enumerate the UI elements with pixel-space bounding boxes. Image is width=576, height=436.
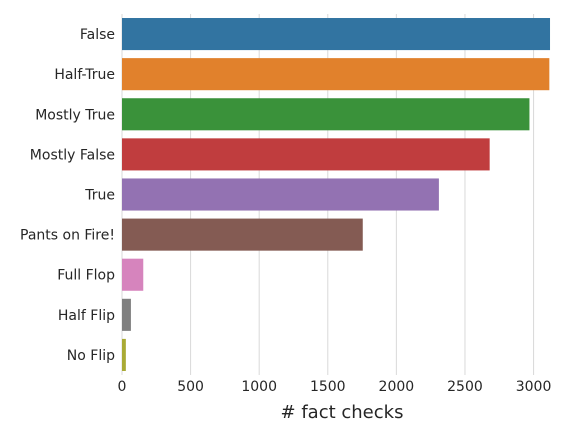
x-tick-label: 500	[177, 379, 204, 395]
y-tick-label: Full Flop	[57, 268, 115, 284]
x-tick-label: 3000	[516, 379, 552, 395]
bar-half-true	[122, 58, 550, 91]
y-tick-label: Mostly False	[30, 147, 115, 163]
y-tick-label: Half Flip	[58, 308, 115, 324]
x-tick-label: 2500	[447, 379, 483, 395]
x-tick-label: 0	[118, 379, 127, 395]
y-tick-label: Pants on Fire!	[20, 228, 115, 244]
y-tick-label: True	[84, 188, 115, 204]
y-tick-label: False	[80, 27, 115, 43]
bar-no-flip	[122, 338, 126, 371]
y-tick-label: No Flip	[67, 348, 115, 364]
y-tick-label: Mostly True	[35, 107, 115, 123]
bar-full-flop	[122, 258, 144, 291]
bar-mostly-false	[122, 138, 490, 171]
x-tick-label: 1500	[310, 379, 346, 395]
x-tick-label: 2000	[379, 379, 415, 395]
bar-true	[122, 178, 439, 211]
bar-false	[122, 18, 551, 51]
y-tick-labels: False Half-True Mostly True Mostly False Tru…	[20, 27, 115, 364]
bar-half-flip	[122, 298, 131, 331]
bar-mostly-true	[122, 98, 530, 131]
x-tick-labels: 0 500 1000 1500 2000 2500 3000	[118, 379, 552, 395]
x-axis-label: # fact checks	[281, 402, 404, 423]
bar-layer	[122, 18, 551, 371]
x-tick-label: 1000	[241, 379, 277, 395]
bar-pants-on-fire	[122, 218, 363, 251]
y-tick-label: Half-True	[54, 67, 115, 83]
